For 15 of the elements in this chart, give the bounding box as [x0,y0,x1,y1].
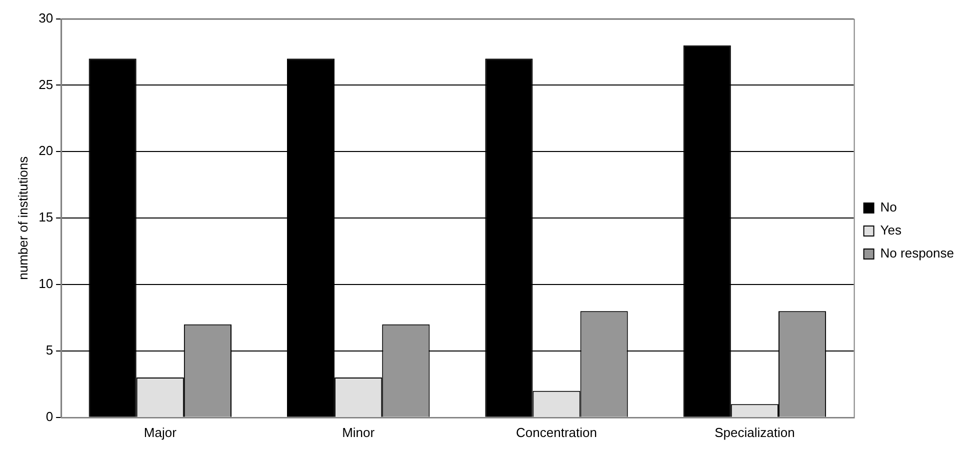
y-tick-label: 0 [46,408,54,424]
y-tick-label: 20 [38,143,54,158]
y-tick-label: 25 [38,76,54,92]
y-tick-label: 5 [46,342,54,358]
y-tick-label: 10 [38,276,54,292]
x-tick-label: Concentration [516,424,597,440]
legend-label: No response [880,246,954,261]
x-tick-label: Specialization [714,424,795,440]
x-tick-label: Major [144,424,178,440]
legend-label: No [880,200,897,215]
y-tick-label: 30 [38,10,54,26]
y-axis-title: number of institutions [15,156,30,280]
x-tick-label: Minor [342,424,376,440]
y-tick-label: 15 [38,210,54,225]
legend-label: Yes [880,222,902,238]
